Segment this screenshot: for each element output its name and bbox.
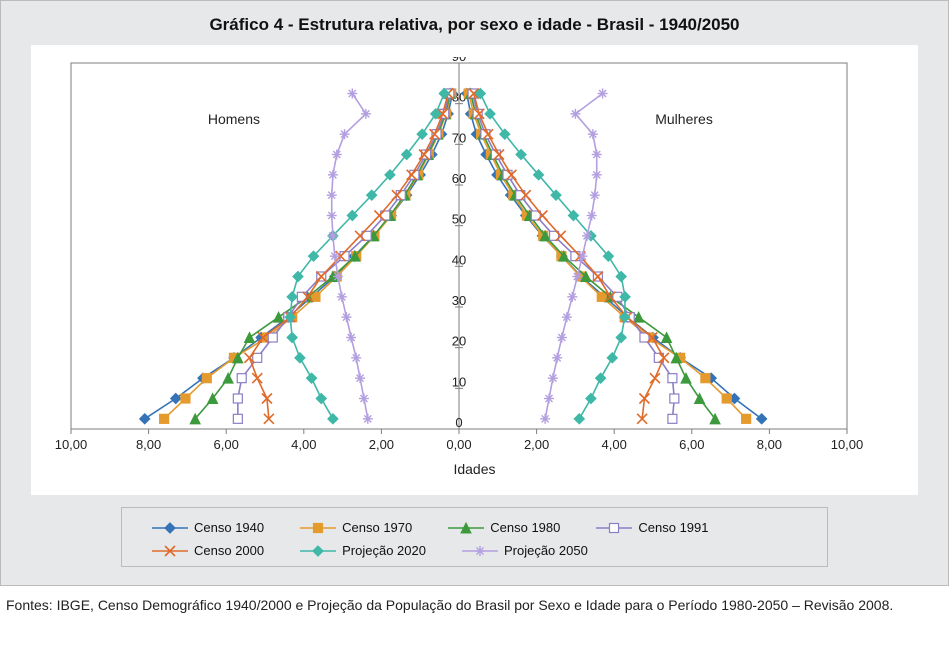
svg-text:2,00: 2,00 bbox=[524, 437, 549, 452]
svg-text:4,00: 4,00 bbox=[291, 437, 316, 452]
legend-item: Projeção 2050 bbox=[462, 543, 588, 558]
legend-label: Censo 1970 bbox=[342, 520, 412, 535]
legend: Censo 1940 Censo 1970 Censo 1980 Censo 1991… bbox=[121, 507, 828, 567]
svg-text:20: 20 bbox=[452, 334, 466, 349]
plot-svg: 10,00 8,00 6,00 4,00 2,00 0,00 2,00 4,00 6,00 8,0… bbox=[49, 57, 869, 457]
legend-item: Censo 1991 bbox=[596, 520, 708, 535]
source-note: Fontes: IBGE, Censo Demográfico 1940/200… bbox=[0, 586, 949, 615]
svg-text:60: 60 bbox=[452, 171, 466, 186]
legend-label: Censo 1940 bbox=[194, 520, 264, 535]
svg-text:10: 10 bbox=[452, 374, 466, 389]
figure: Gráfico 4 - Estrutura relativa, por sexo… bbox=[0, 0, 949, 615]
legend-label: Censo 1991 bbox=[638, 520, 708, 535]
chart-panel: Gráfico 4 - Estrutura relativa, por sexo… bbox=[0, 0, 949, 586]
svg-text:4,00: 4,00 bbox=[602, 437, 627, 452]
legend-label: Projeção 2020 bbox=[342, 543, 426, 558]
svg-text:90: 90 bbox=[452, 57, 466, 64]
mens-label: Homens bbox=[208, 111, 260, 127]
legend-label: Projeção 2050 bbox=[504, 543, 588, 558]
svg-text:70: 70 bbox=[452, 130, 466, 145]
legend-item: Censo 1940 bbox=[152, 520, 264, 535]
legend-label: Censo 1980 bbox=[490, 520, 560, 535]
svg-text:2,00: 2,00 bbox=[369, 437, 394, 452]
legend-item: Censo 1980 bbox=[448, 520, 560, 535]
svg-text:50: 50 bbox=[452, 212, 466, 227]
legend-label: Censo 2000 bbox=[194, 543, 264, 558]
svg-text:0,00: 0,00 bbox=[446, 437, 471, 452]
plot-area: 10,00 8,00 6,00 4,00 2,00 0,00 2,00 4,00 6,00 8,0… bbox=[31, 45, 918, 495]
legend-item: Censo 2000 bbox=[152, 543, 264, 558]
legend-item: Censo 1970 bbox=[300, 520, 412, 535]
chart-title: Gráfico 4 - Estrutura relativa, por sexo… bbox=[1, 1, 948, 45]
svg-text:30: 30 bbox=[452, 293, 466, 308]
svg-text:10,00: 10,00 bbox=[55, 437, 88, 452]
svg-text:0: 0 bbox=[455, 415, 462, 430]
x-axis-label: Idades bbox=[49, 457, 900, 485]
svg-text:8,00: 8,00 bbox=[757, 437, 782, 452]
legend-item: Projeção 2020 bbox=[300, 543, 426, 558]
svg-text:10,00: 10,00 bbox=[831, 437, 864, 452]
svg-text:8,00: 8,00 bbox=[136, 437, 161, 452]
svg-text:6,00: 6,00 bbox=[214, 437, 239, 452]
womens-label: Mulheres bbox=[655, 111, 713, 127]
svg-text:40: 40 bbox=[452, 252, 466, 267]
svg-text:6,00: 6,00 bbox=[679, 437, 704, 452]
